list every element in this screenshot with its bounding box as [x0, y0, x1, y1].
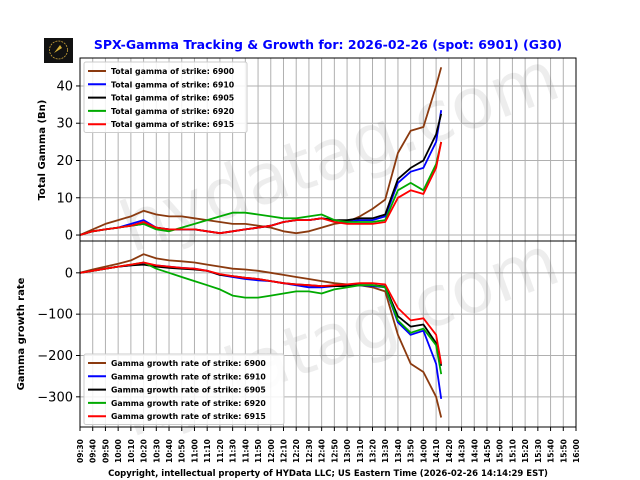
x-tick-label: 14:40: [470, 439, 479, 463]
legend-box: [83, 353, 285, 425]
legend-entry: Total gamma of strike: 6900: [111, 67, 235, 76]
x-tick-label: 12:30: [305, 439, 314, 463]
chart-title: SPX-Gamma Tracking & Growth for: 2026-02…: [94, 37, 562, 52]
y-axis-label-bottom: Gamma growth rate: [16, 277, 27, 390]
y-tick-label: 30: [56, 117, 73, 132]
x-tick-label: 11:50: [254, 439, 263, 463]
x-tick-label: 10:50: [178, 439, 187, 463]
legend-entry: Gamma growth rate of strike: 6915: [111, 412, 266, 421]
x-tick-label: 14:50: [483, 439, 492, 463]
x-tick-label: 14:00: [419, 439, 428, 463]
x-tick-label: 15:20: [521, 439, 530, 463]
x-tick-label: 16:00: [572, 439, 581, 463]
x-tick-label: 15:10: [508, 439, 517, 463]
x-tick-label: 13:20: [369, 439, 378, 463]
x-tick-label: 14:20: [445, 439, 454, 463]
x-tick-label: 12:40: [318, 439, 327, 463]
x-tick-label: 13:30: [381, 439, 390, 463]
x-tick-label: 13:50: [407, 439, 416, 463]
x-tick-label: 10:30: [152, 439, 161, 463]
series-line: [79, 141, 443, 236]
legend-entry: Gamma growth rate of strike: 6900: [111, 359, 266, 368]
y-tick-label: 0: [65, 266, 73, 281]
y-tick-label: −100: [37, 308, 73, 323]
legend-entry: Gamma growth rate of strike: 6910: [111, 372, 266, 381]
x-tick-label: 15:30: [534, 439, 543, 463]
x-tick-label: 11:30: [229, 439, 238, 463]
x-tick-label: 13:00: [343, 439, 352, 463]
x-tick-label: 11:10: [203, 439, 212, 463]
legend-entry: Total gamma of strike: 6920: [111, 107, 235, 116]
y-tick-label: 20: [56, 154, 73, 169]
axes-frame: [79, 240, 577, 428]
y-axis-label-top: Total Gamma (Bn): [37, 100, 48, 201]
series-line: [79, 253, 443, 418]
x-tick-label: 09:30: [76, 439, 85, 463]
copyright-footer: Copyright, intellectual property of HYDa…: [108, 469, 548, 479]
x-tick-label: 14:30: [458, 439, 467, 463]
y-tick-label: 40: [56, 79, 73, 94]
hydata-logo: [44, 38, 73, 63]
x-tick-label: 11:20: [216, 439, 225, 463]
y-tick-label: 10: [56, 191, 73, 206]
x-tick-label: 12:00: [267, 439, 276, 463]
legend-entry: Total gamma of strike: 6905: [111, 94, 234, 103]
x-tick-label: 12:50: [330, 439, 339, 463]
legend-entry: Gamma growth rate of strike: 6920: [111, 399, 266, 408]
x-tick-label: 09:40: [89, 439, 98, 463]
x-tick-label: 12:10: [279, 439, 288, 463]
x-tick-label: 15:40: [547, 439, 556, 463]
x-tick-label: 10:40: [165, 439, 174, 463]
x-tick-label: 13:40: [394, 439, 403, 463]
x-tick-label: 10:20: [140, 439, 149, 463]
y-tick-label: −200: [37, 349, 73, 364]
x-tick-label: 12:20: [292, 439, 301, 463]
legend-box: [83, 61, 248, 133]
x-tick-label: 13:10: [356, 439, 365, 463]
y-tick-label: 0: [65, 229, 73, 244]
legend-entry: Total gamma of strike: 6915: [111, 120, 234, 129]
x-tick-label: 09:50: [101, 439, 110, 463]
x-tick-label: 15:50: [559, 439, 568, 463]
series-line: [79, 261, 443, 364]
legend-entry: Total gamma of strike: 6910: [111, 80, 235, 89]
y-tick-label: −300: [37, 390, 73, 405]
x-tick-label: 11:00: [190, 439, 199, 463]
x-tick-label: 10:10: [127, 439, 136, 463]
x-tick-label: 10:00: [114, 439, 123, 463]
legend-entry: Gamma growth rate of strike: 6905: [111, 386, 266, 395]
series-line: [79, 141, 443, 236]
x-tick-label: 14:10: [432, 439, 441, 463]
x-tick-label: 15:00: [496, 439, 505, 463]
x-tick-label: 11:40: [241, 439, 250, 463]
